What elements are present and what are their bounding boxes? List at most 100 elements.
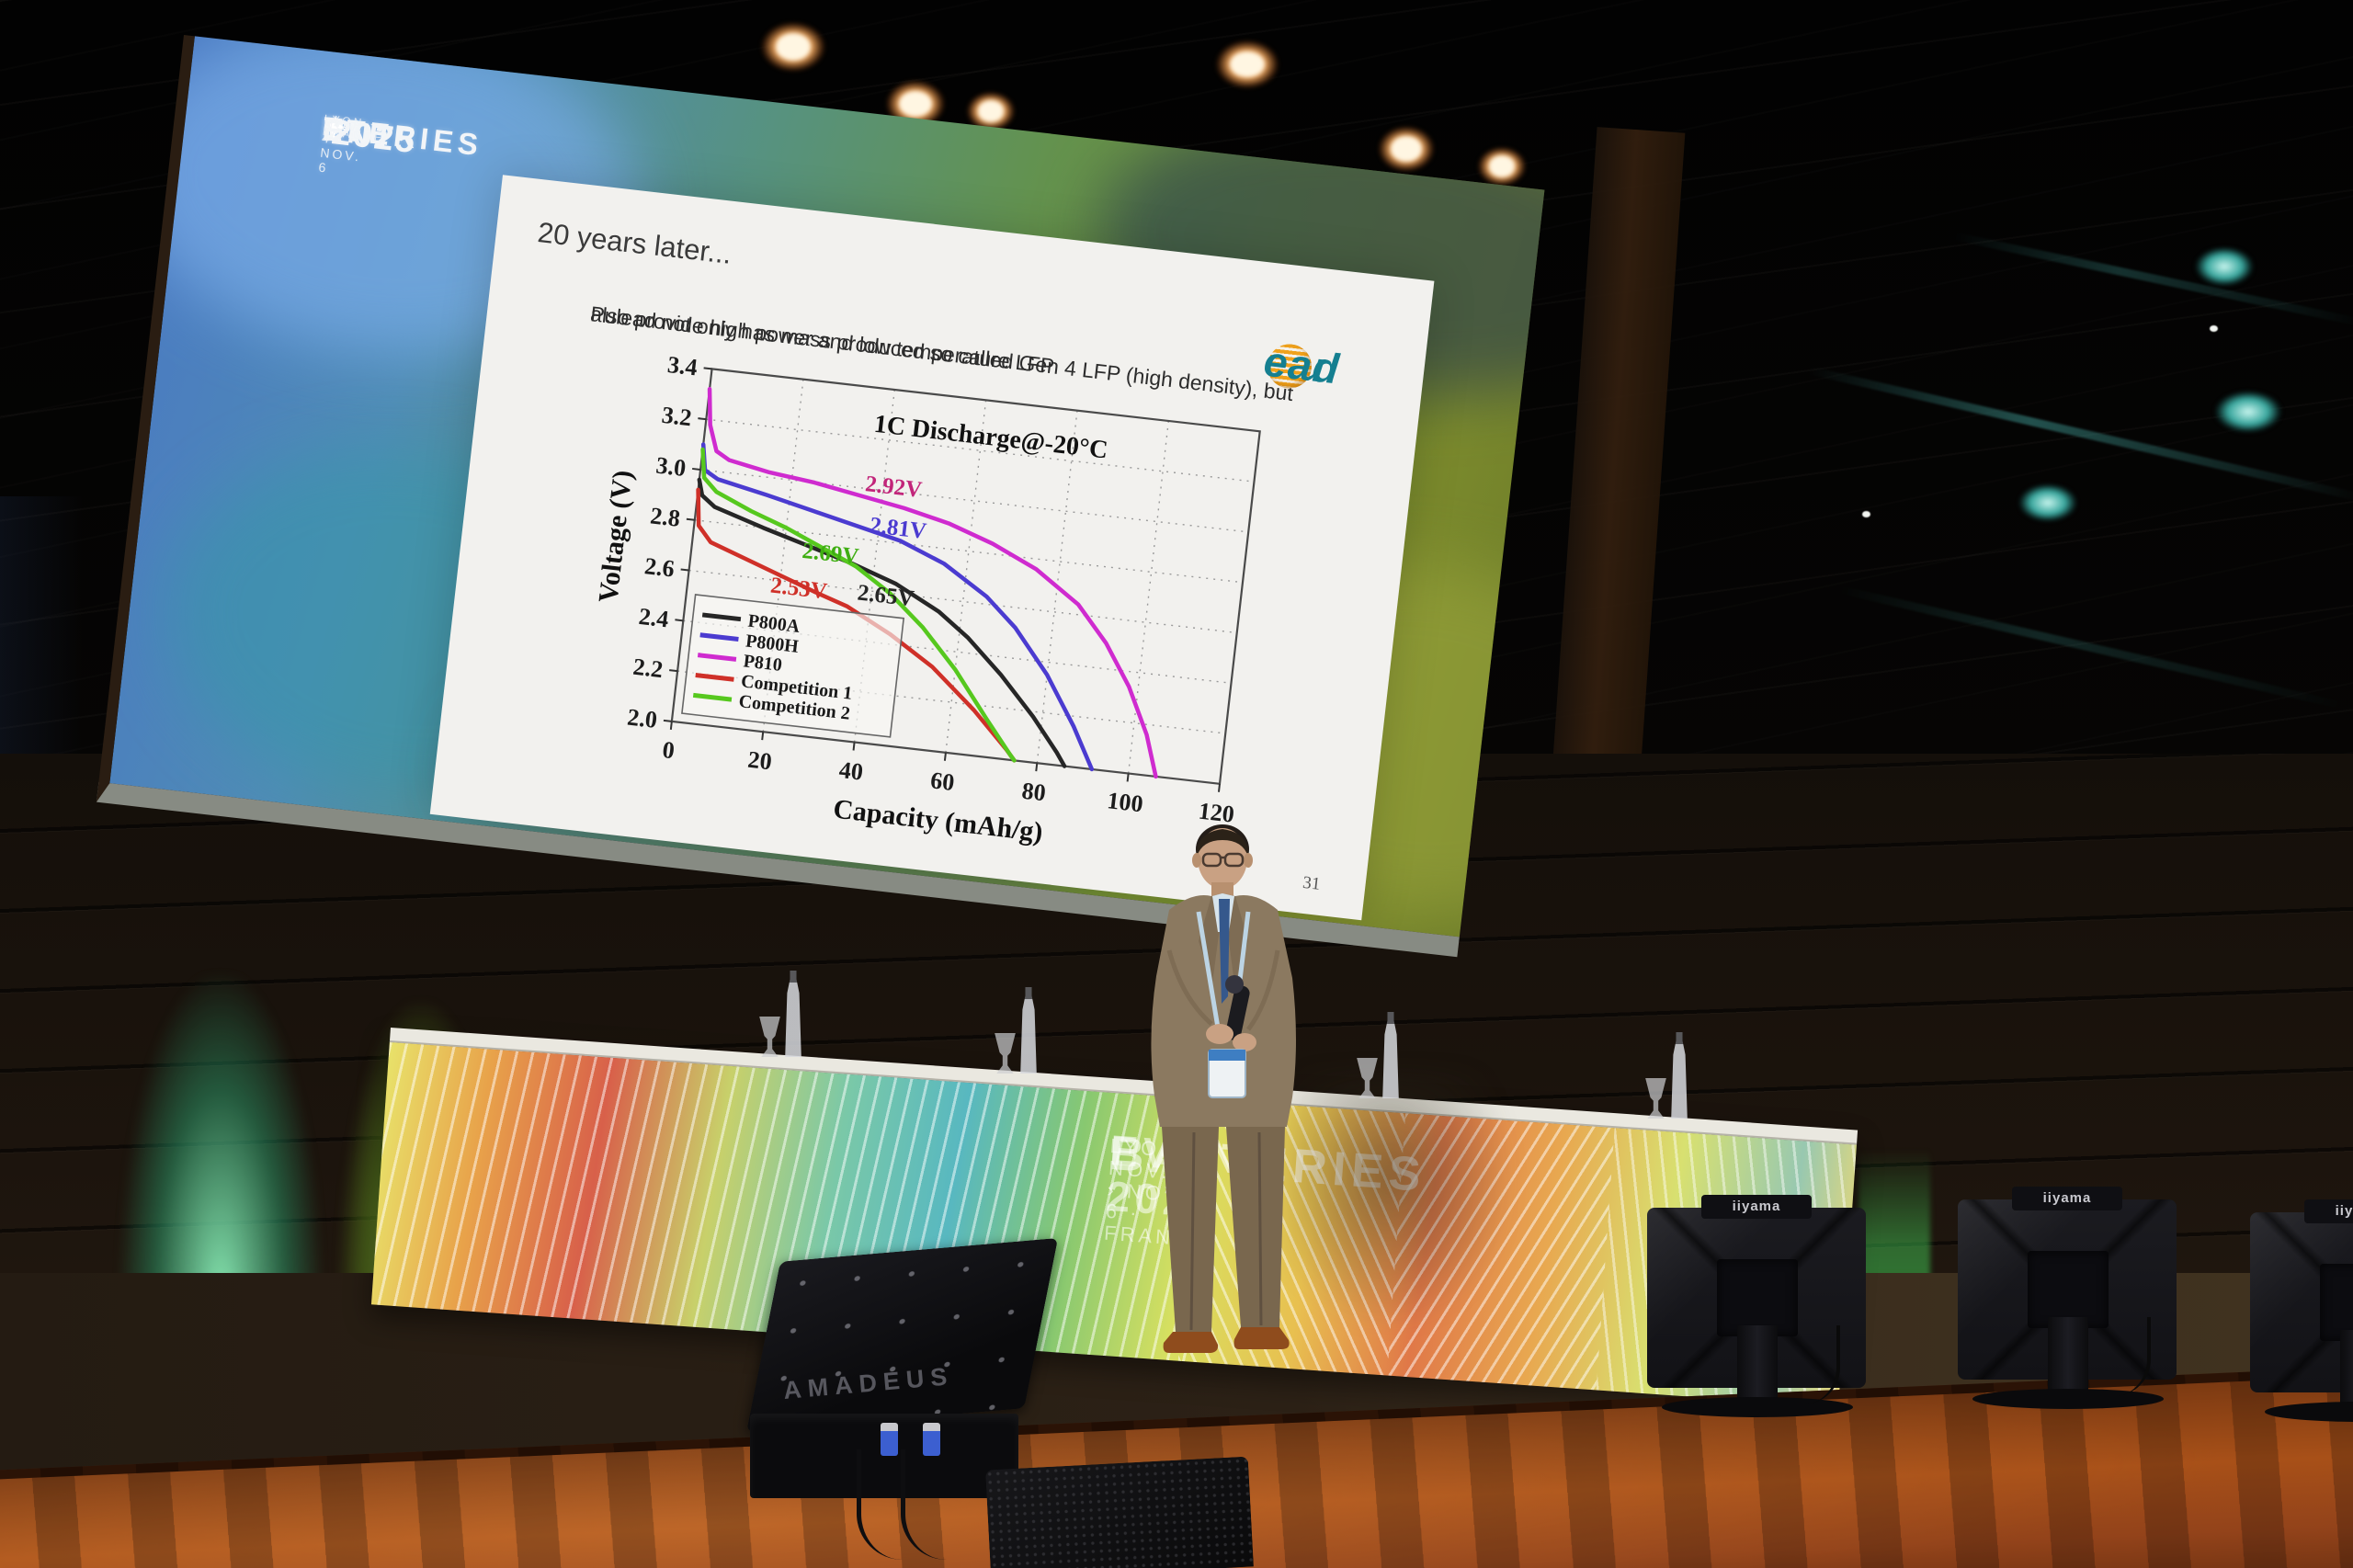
water-bottle (1671, 1032, 1688, 1119)
chart-text: P810 (743, 651, 783, 676)
chart-text: 2.6 (643, 552, 676, 582)
y-tick (703, 367, 712, 370)
water-bottle (1020, 987, 1037, 1074)
chart-text: 120 (1197, 798, 1235, 828)
teal-accent-light-icon (2186, 241, 2263, 292)
chart-text: 0 (661, 736, 676, 764)
slide-title: 20 years later... (536, 216, 733, 270)
monitor-stand (2340, 1330, 2353, 1409)
presenter-hand (1233, 1033, 1256, 1051)
small-light-dot (2210, 325, 2218, 332)
jacket-sleeve-line (1166, 949, 1213, 1026)
y-tick (669, 669, 678, 673)
spotlight-core (977, 100, 1005, 122)
chart-text: 80 (1020, 778, 1047, 807)
monitor-base (1972, 1389, 2164, 1409)
speaker-cable (857, 1449, 921, 1560)
chart-text: 3.2 (660, 402, 693, 431)
monitor-cable (1785, 1325, 1840, 1404)
legend-swatch-P800H (699, 632, 739, 642)
x-tick (669, 721, 673, 730)
monitor-cable (2096, 1317, 2151, 1396)
presenter-trouser-leg (1162, 1127, 1219, 1332)
chart-text: 100 (1106, 787, 1144, 817)
y-tick (663, 719, 672, 722)
grid-line-x (945, 400, 987, 753)
chart-text: 2.2 (631, 653, 665, 683)
projection-screen: B ✦ TTERIES E ✦ ENT 2025 NOV. 4 › NOV. 6 LYON… (96, 35, 1545, 958)
presenter-ear (1244, 853, 1253, 868)
jacket-sleeve-line (1246, 949, 1280, 1031)
small-light-dot (1862, 511, 1870, 517)
chart-text: 1C Discharge@-20°C (872, 410, 1109, 465)
trouser-crease (1189, 1131, 1263, 1331)
monitor-brand-label: iiyama (2012, 1187, 2122, 1210)
series-P800A (697, 477, 1067, 768)
speaker-cable (901, 1449, 965, 1560)
grid-line-x (1127, 420, 1170, 774)
presenter-tie (1219, 899, 1230, 1004)
y-tick (692, 467, 701, 471)
pulead-logo: Puead (1262, 336, 1343, 393)
glasses-icon (1201, 852, 1222, 868)
speaker-shadow (1285, 1074, 1515, 1331)
presenter (1151, 824, 1296, 1353)
chart-text: 2.4 (637, 603, 670, 632)
spotlight-core (1391, 136, 1422, 162)
legend-swatch-P810 (697, 653, 737, 662)
series-P810 (707, 387, 1158, 779)
chart-text: 2.8 (649, 502, 682, 531)
stage-monitor-wedge: AMADEUS (746, 1237, 1059, 1560)
microphone-head (1225, 975, 1244, 994)
series-P800H (700, 442, 1095, 772)
presenter-trouser-leg (1226, 1127, 1285, 1327)
badge-header (1209, 1050, 1245, 1061)
x-tick (943, 752, 947, 761)
spotlight-core (1230, 51, 1265, 78)
spotlight-core (775, 33, 812, 61)
monitor-brand-label: iiyama (1701, 1195, 1812, 1219)
presenter-hair (1196, 829, 1249, 857)
monitor-base (1662, 1397, 1853, 1417)
x-tick (1035, 763, 1039, 772)
monitor-stand (2048, 1317, 2088, 1396)
teal-accent-light-icon (2009, 478, 2086, 528)
chart-text: Capacity (mAh/g) (832, 794, 1044, 848)
water-bottle (1382, 1012, 1399, 1098)
speakon-connector-icon (881, 1423, 898, 1456)
presenter-shoe (1233, 1327, 1290, 1349)
chart-text: 2.65V (856, 581, 915, 612)
water-bottle (785, 971, 801, 1057)
spotlight-core (1488, 155, 1516, 177)
legend-box (681, 594, 905, 738)
y-tick (698, 417, 707, 421)
legend-swatch-Competition 2 (692, 692, 733, 702)
legend-swatch-P800A (701, 612, 742, 622)
teal-accent-light-icon (2204, 384, 2292, 439)
legend-swatch-Competition 1 (695, 673, 734, 682)
series-Competition 1 (696, 487, 1017, 763)
presenter-ear (1192, 853, 1201, 868)
y-tick (675, 619, 684, 622)
chart-text: Voltage (V) (593, 469, 638, 605)
confidence-monitor: iiyama (1958, 1179, 2178, 1411)
spotlight-icon (1368, 118, 1445, 180)
discharge-chart: 0 20 40 60 80 100 120 2.0 2.2 2.4 2.6 2.8 3.0 3.2 3.4 C… (593, 351, 1261, 848)
x-tick (761, 732, 765, 741)
monitor-stand (1737, 1325, 1778, 1404)
x-tick (852, 742, 856, 751)
front-fill-speaker (985, 1456, 1254, 1568)
chart-text: 3.0 (654, 452, 688, 482)
microphone-icon (1225, 985, 1250, 1040)
chart-text: 2.0 (626, 703, 659, 733)
y-tick (680, 568, 689, 572)
chart-text: 60 (929, 767, 956, 796)
glasses-icon (1223, 852, 1245, 868)
confidence-monitor: iiyama (1647, 1187, 1868, 1419)
monitor-base (2265, 1402, 2353, 1422)
chart-text: 2.69V (801, 539, 859, 570)
pulead-logo-text-ead: ead (1261, 336, 1343, 393)
monitor-mount-plate (2320, 1264, 2353, 1341)
spotlight-icon (749, 13, 837, 81)
